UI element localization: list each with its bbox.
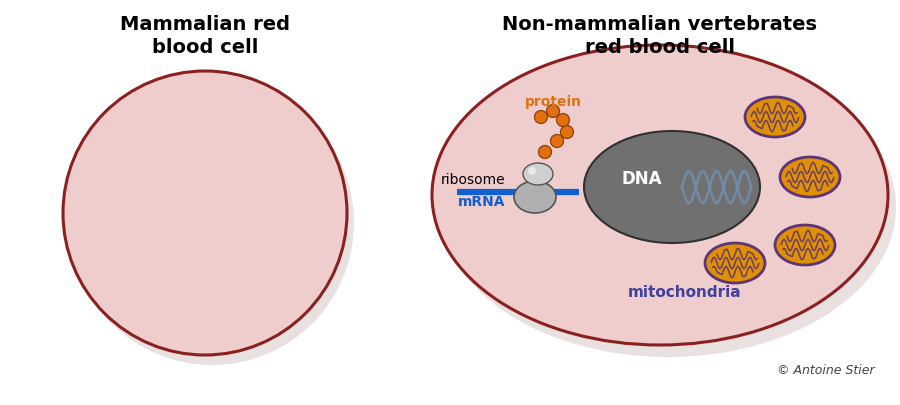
Text: DNA: DNA xyxy=(622,170,662,188)
Ellipse shape xyxy=(523,163,553,185)
Circle shape xyxy=(70,81,354,365)
Text: ribosome: ribosome xyxy=(440,173,505,187)
Ellipse shape xyxy=(432,45,888,345)
Text: Non-mammalian vertebrates
red blood cell: Non-mammalian vertebrates red blood cell xyxy=(502,15,817,57)
Circle shape xyxy=(63,71,347,355)
Ellipse shape xyxy=(705,243,765,283)
Text: Mammalian red
blood cell: Mammalian red blood cell xyxy=(120,15,290,57)
Circle shape xyxy=(528,167,536,175)
Ellipse shape xyxy=(584,131,760,243)
Circle shape xyxy=(556,113,570,126)
Text: © Antoine Stier: © Antoine Stier xyxy=(778,364,875,377)
Text: mRNA: mRNA xyxy=(457,195,505,209)
Circle shape xyxy=(561,126,573,139)
Ellipse shape xyxy=(775,225,835,265)
Text: protein: protein xyxy=(525,95,582,109)
Ellipse shape xyxy=(745,97,805,137)
Ellipse shape xyxy=(440,57,896,357)
Text: mitochondria: mitochondria xyxy=(628,285,742,300)
Circle shape xyxy=(551,134,563,147)
Ellipse shape xyxy=(780,157,840,197)
Ellipse shape xyxy=(514,181,556,213)
Circle shape xyxy=(538,145,552,158)
Circle shape xyxy=(535,111,547,124)
Circle shape xyxy=(546,104,560,117)
